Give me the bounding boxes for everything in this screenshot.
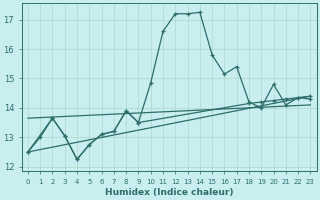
X-axis label: Humidex (Indice chaleur): Humidex (Indice chaleur) [105,188,233,197]
